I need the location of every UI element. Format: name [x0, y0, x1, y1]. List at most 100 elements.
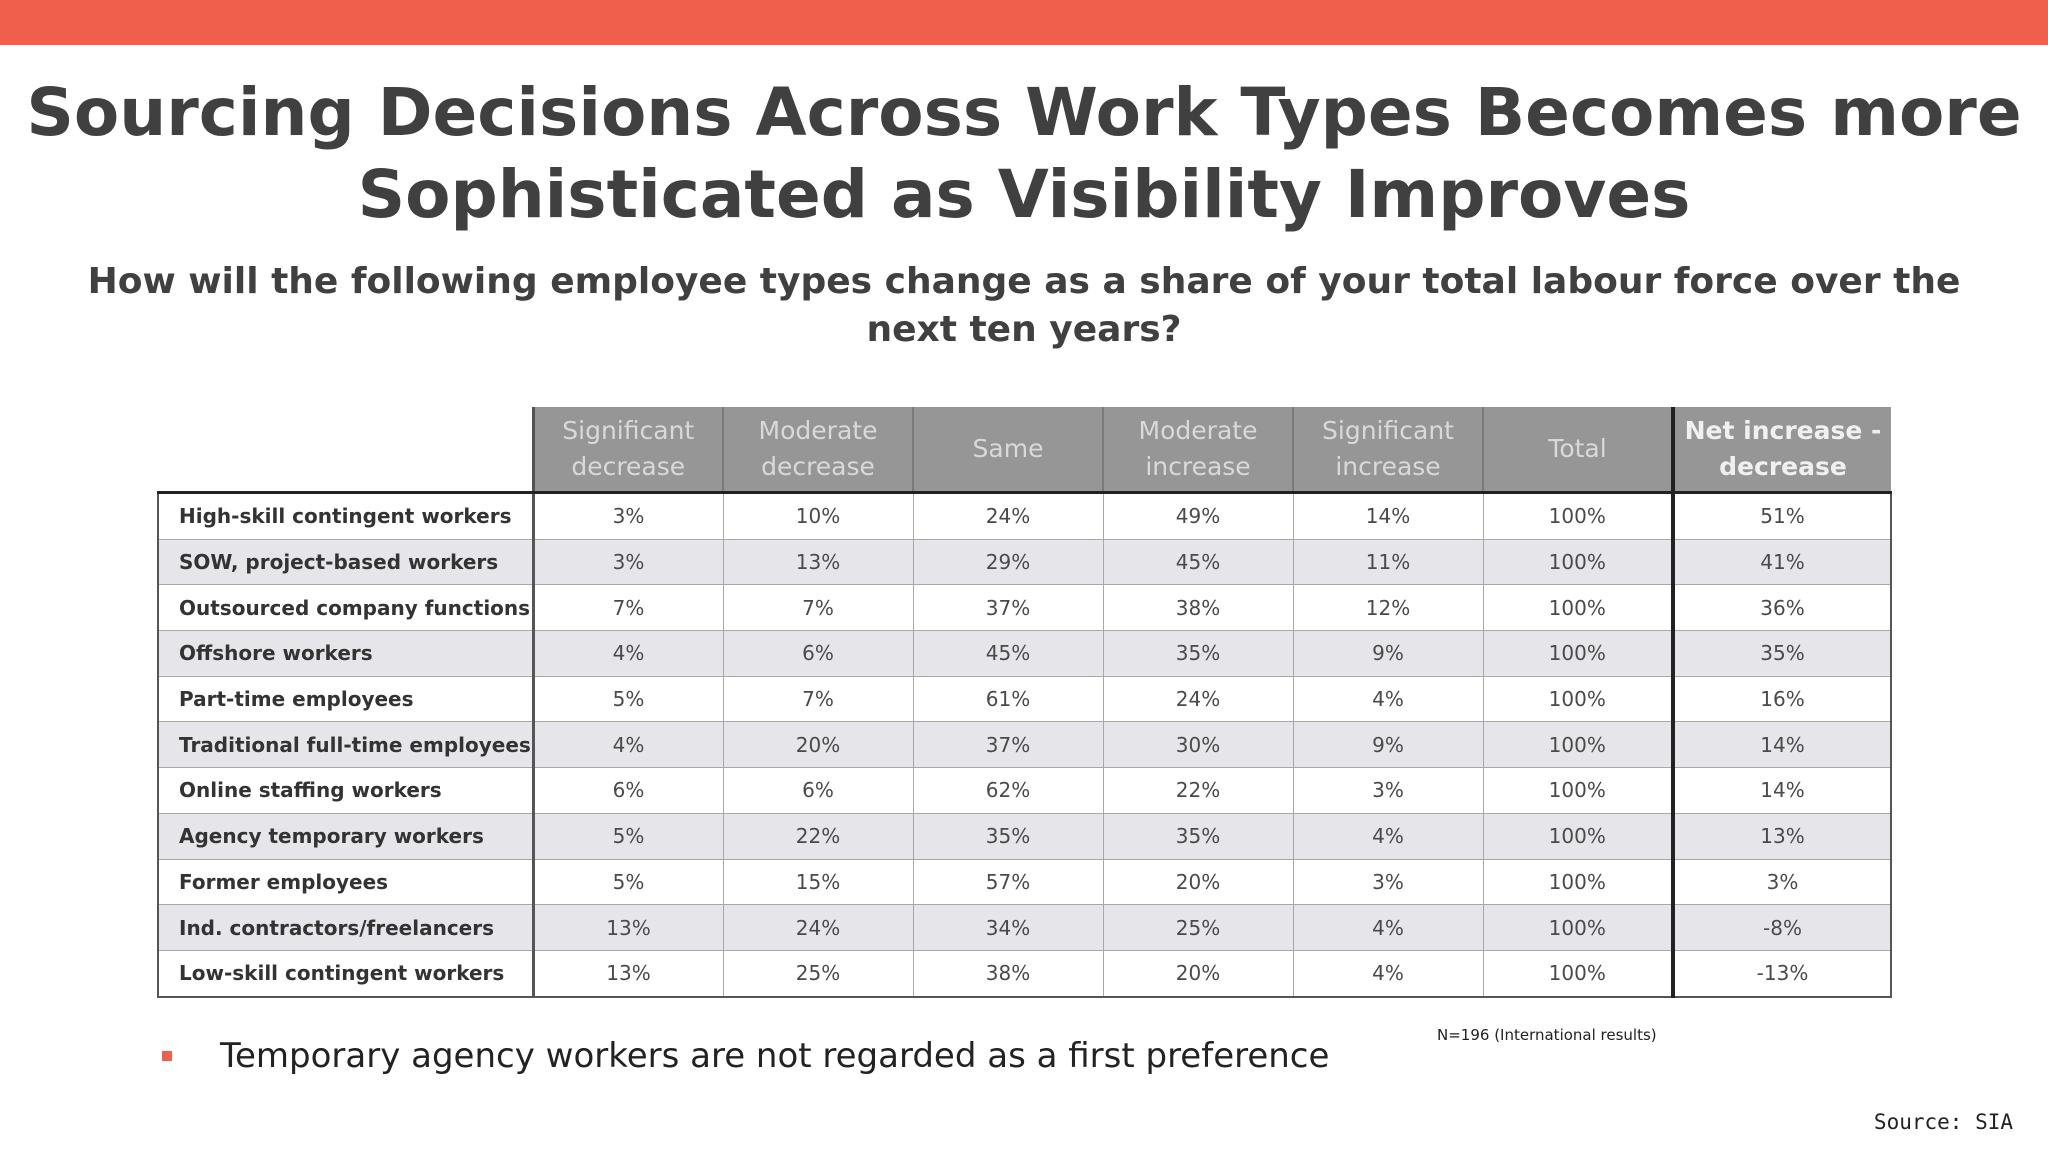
row-label: Traditional full-time employees: [157, 721, 535, 769]
value-cell: 24%: [912, 492, 1104, 540]
bullet-text: Temporary agency workers are not regarde…: [220, 1036, 1330, 1076]
net-value-cell: 36%: [1671, 584, 1892, 632]
table-row: Ind. contractors/freelancers 13% 24% 34% 25%…: [157, 904, 1892, 951]
value-cell: 7%: [532, 584, 724, 632]
table-row: Agency temporary workers 5% 22% 35% 35% 4% 100…: [157, 812, 1892, 860]
value-cell: 24%: [1102, 675, 1294, 723]
value-cell: 100%: [1482, 675, 1674, 723]
net-value-cell: 3%: [1671, 858, 1892, 906]
value-cell: 38%: [1102, 584, 1294, 632]
top-accent-bar: [0, 0, 2048, 45]
column-header: Moderate decrease: [722, 407, 913, 494]
value-cell: 3%: [1292, 767, 1484, 814]
value-cell: 20%: [1102, 949, 1294, 998]
row-label: Outsourced company functions: [157, 584, 535, 632]
value-cell: 37%: [912, 721, 1104, 769]
value-cell: 100%: [1482, 812, 1674, 860]
net-value-cell: 35%: [1671, 630, 1892, 677]
value-cell: 22%: [1102, 767, 1294, 814]
value-cell: 45%: [912, 630, 1104, 677]
value-cell: 3%: [1292, 858, 1484, 906]
value-cell: 13%: [722, 538, 914, 586]
value-cell: 100%: [1482, 904, 1674, 951]
value-cell: 3%: [532, 538, 724, 586]
value-cell: 29%: [912, 538, 1104, 586]
row-label: Online staffing workers: [157, 767, 535, 814]
table-row: High-skill contingent workers 3% 10% 24% 49%…: [157, 492, 1892, 540]
net-value-cell: 14%: [1671, 721, 1892, 769]
value-cell: 100%: [1482, 538, 1674, 586]
column-header: Significant increase: [1292, 407, 1483, 494]
value-cell: 30%: [1102, 721, 1294, 769]
table-row: SOW, project-based workers 3% 13% 29% 45% 11%…: [157, 538, 1892, 586]
survey-table: Significant decrease Moderate decrease S…: [157, 407, 1892, 998]
column-header: Significant decrease: [532, 407, 723, 494]
value-cell: 6%: [722, 630, 914, 677]
value-cell: 5%: [532, 858, 724, 906]
value-cell: 25%: [722, 949, 914, 998]
value-cell: 13%: [532, 949, 724, 998]
value-cell: 45%: [1102, 538, 1294, 586]
value-cell: 22%: [722, 812, 914, 860]
net-value-cell: 16%: [1671, 675, 1892, 723]
value-cell: 62%: [912, 767, 1104, 814]
value-cell: 100%: [1482, 721, 1674, 769]
value-cell: 9%: [1292, 721, 1484, 769]
row-label: High-skill contingent workers: [157, 492, 535, 540]
value-cell: 35%: [912, 812, 1104, 860]
row-label: Part-time employees: [157, 675, 535, 723]
value-cell: 20%: [1102, 858, 1294, 906]
value-cell: 25%: [1102, 904, 1294, 951]
column-header: Total: [1482, 407, 1673, 494]
value-cell: 12%: [1292, 584, 1484, 632]
value-cell: 57%: [912, 858, 1104, 906]
value-cell: 20%: [722, 721, 914, 769]
table-corner-cell: [158, 407, 535, 494]
row-label: Low-skill contingent workers: [157, 949, 535, 998]
bullet-point: Temporary agency workers are not regarde…: [162, 1036, 1329, 1076]
net-value-cell: 13%: [1671, 812, 1892, 860]
value-cell: 15%: [722, 858, 914, 906]
slide-title-line1: Sourcing Decisions Across Work Types Bec…: [26, 74, 2022, 151]
value-cell: 7%: [722, 584, 914, 632]
value-cell: 4%: [1292, 812, 1484, 860]
value-cell: 24%: [722, 904, 914, 951]
value-cell: 100%: [1482, 858, 1674, 906]
source-citation: Source: SIA: [1873, 1110, 2013, 1134]
net-value-cell: 14%: [1671, 767, 1892, 814]
value-cell: 5%: [532, 812, 724, 860]
value-cell: 10%: [722, 492, 914, 540]
value-cell: 6%: [532, 767, 724, 814]
table-row: Offshore workers 4% 6% 45% 35% 9% 100% 35%: [157, 630, 1892, 677]
value-cell: 49%: [1102, 492, 1294, 540]
slide-title: Sourcing Decisions Across Work Types Bec…: [0, 72, 2048, 236]
table-row: Online staffing workers 6% 6% 62% 22% 3% 100% 1…: [157, 767, 1892, 814]
column-header: Same: [912, 407, 1103, 494]
value-cell: 35%: [1102, 630, 1294, 677]
net-value-cell: -13%: [1671, 949, 1892, 998]
slide-title-line2: Sophisticated as Visibility Improves: [357, 156, 1691, 233]
slide-subtitle: How will the following employee types ch…: [87, 261, 1961, 350]
value-cell: 4%: [532, 630, 724, 677]
table-row: Traditional full-time employees 4% 20% 37% 3…: [157, 721, 1892, 769]
table-header-row: Significant decrease Moderate decrease S…: [158, 407, 1891, 494]
row-label: Agency temporary workers: [157, 812, 535, 860]
value-cell: 14%: [1292, 492, 1484, 540]
value-cell: 34%: [912, 904, 1104, 951]
row-label: Offshore workers: [157, 630, 535, 677]
value-cell: 4%: [1292, 904, 1484, 951]
net-value-cell: -8%: [1671, 904, 1892, 951]
table-row: Low-skill contingent workers 13% 25% 38% 20%…: [157, 949, 1892, 998]
value-cell: 4%: [532, 721, 724, 769]
net-value-cell: 41%: [1671, 538, 1892, 586]
value-cell: 37%: [912, 584, 1104, 632]
value-cell: 100%: [1482, 767, 1674, 814]
net-value-cell: 51%: [1671, 492, 1892, 540]
value-cell: 100%: [1482, 492, 1674, 540]
value-cell: 35%: [1102, 812, 1294, 860]
value-cell: 7%: [722, 675, 914, 723]
value-cell: 6%: [722, 767, 914, 814]
value-cell: 11%: [1292, 538, 1484, 586]
value-cell: 9%: [1292, 630, 1484, 677]
row-label: Former employees: [157, 858, 535, 906]
